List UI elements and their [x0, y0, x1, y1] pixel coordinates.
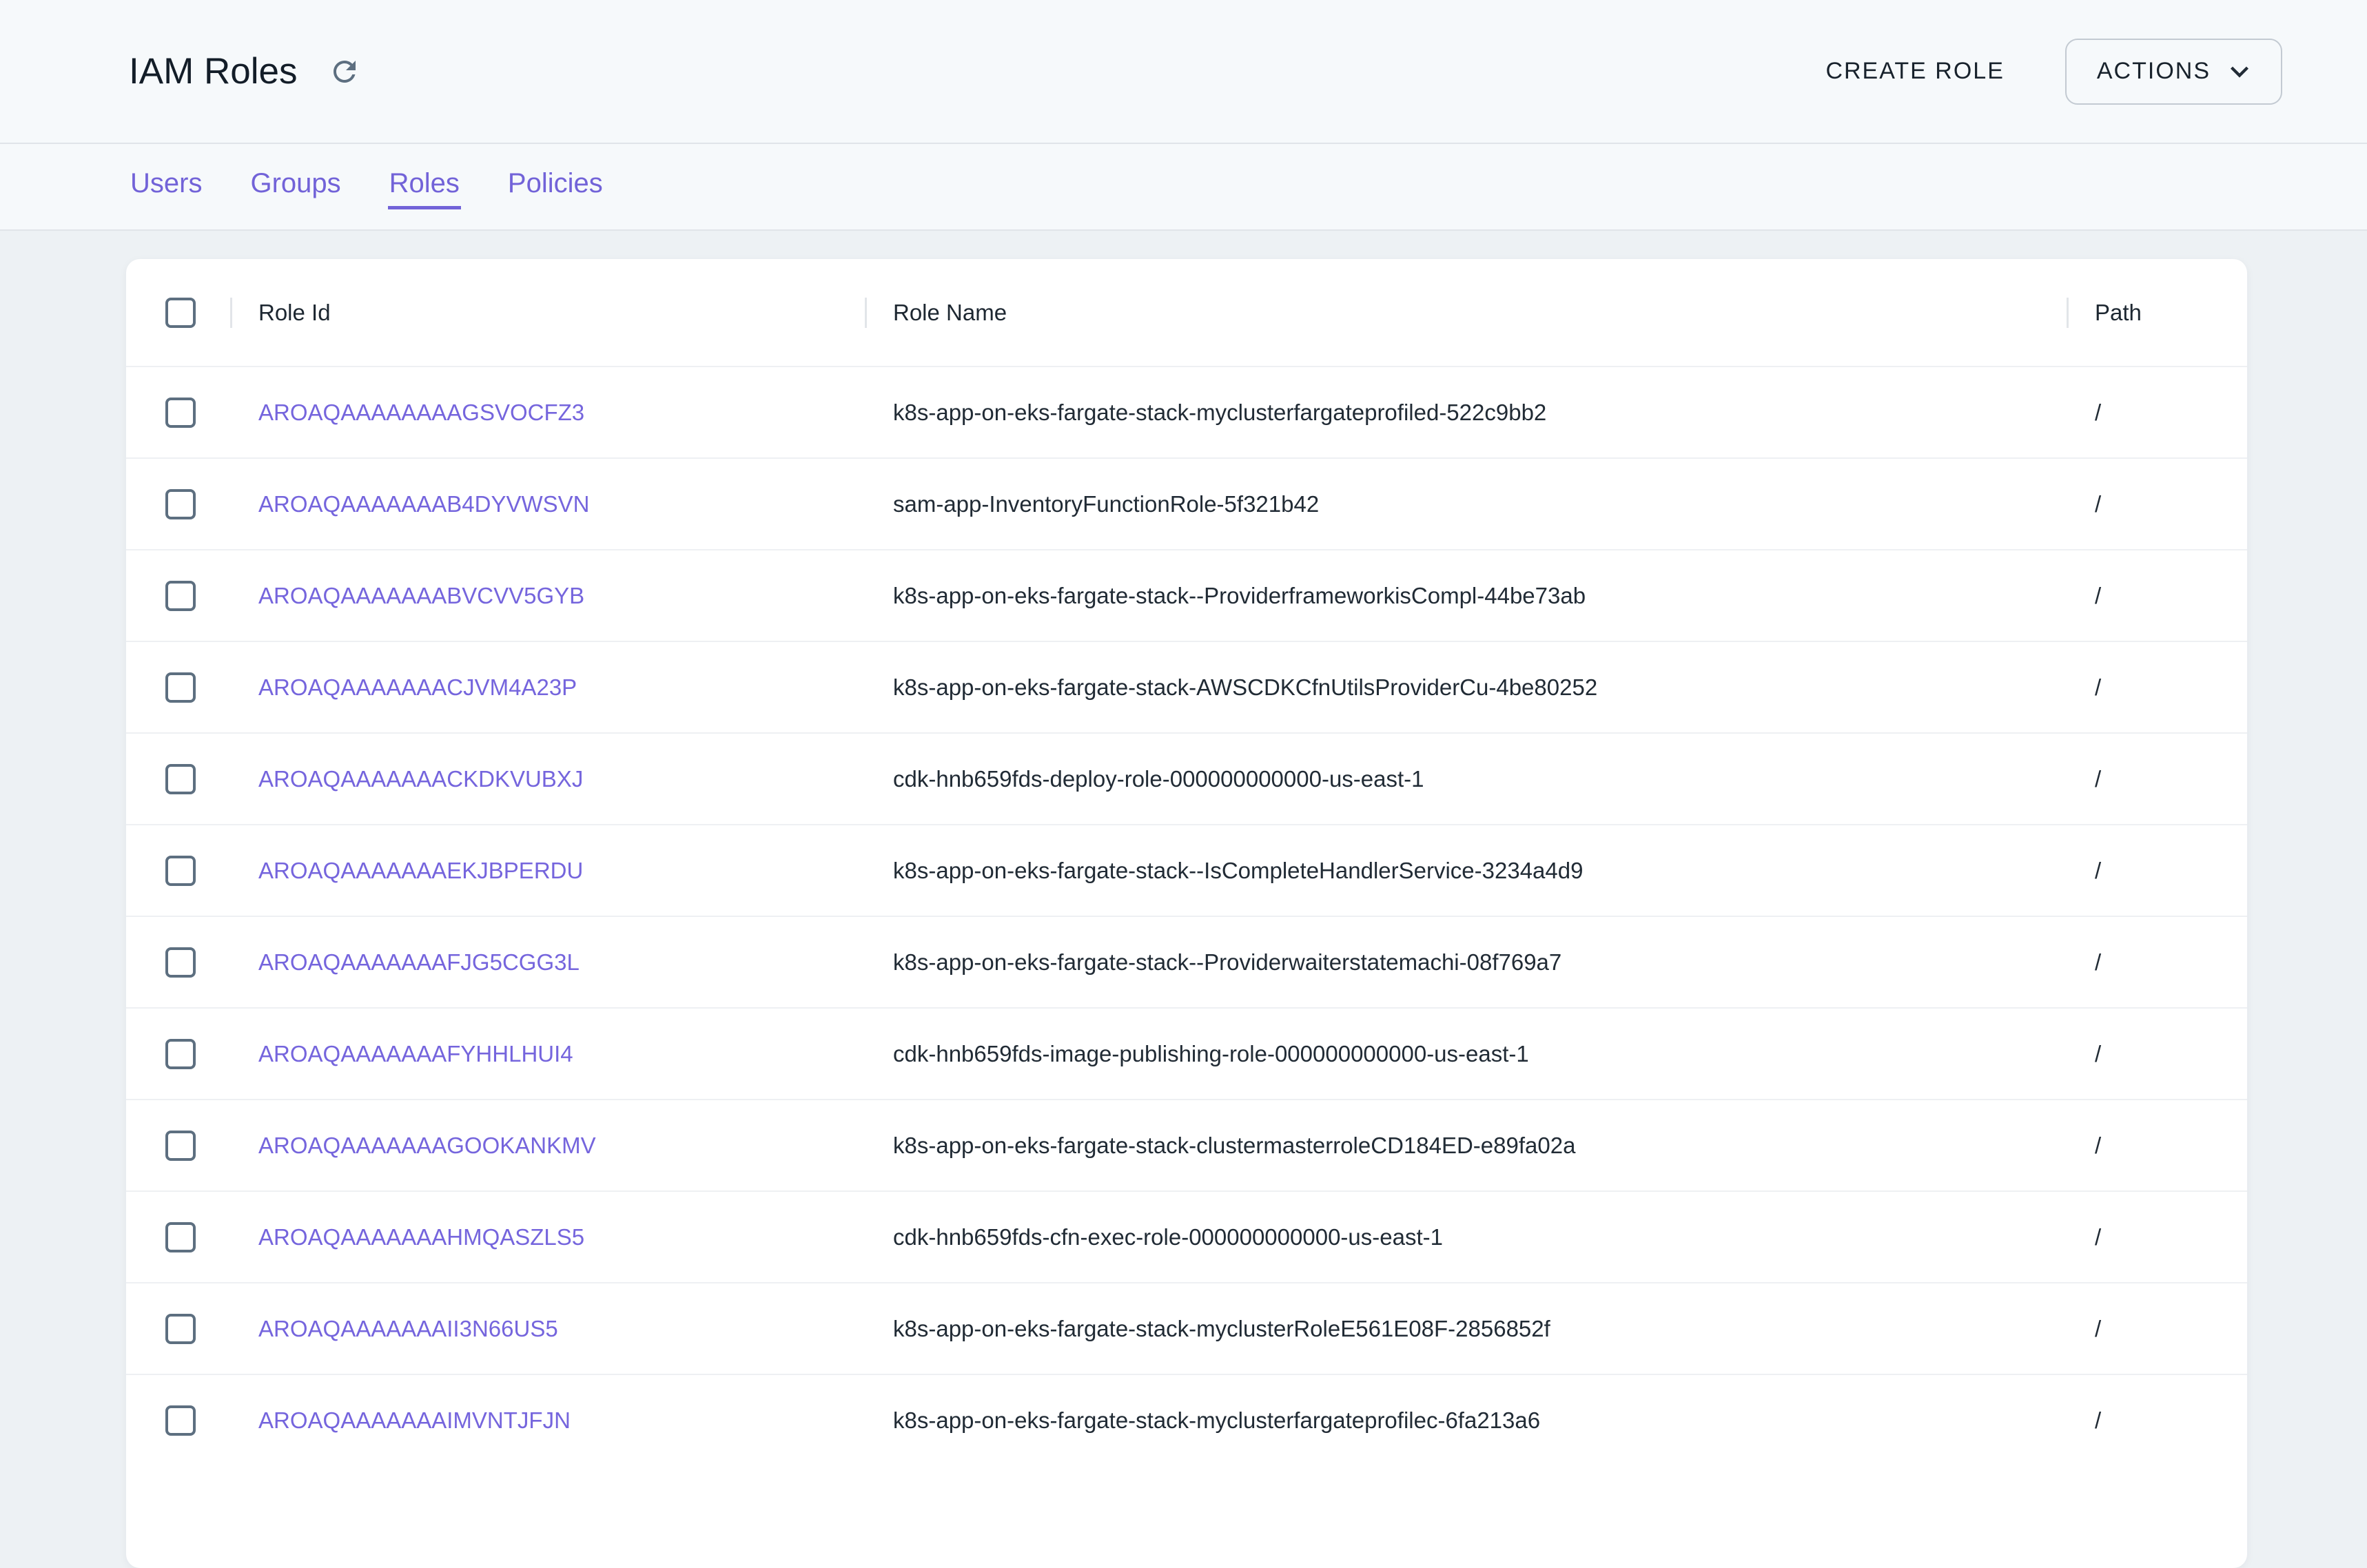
table-row: AROAQAAAAAAAII3N66US5 k8s-app-on-eks-far… — [126, 1282, 2247, 1374]
column-header-path: Path — [2095, 299, 2142, 325]
role-path-text: / — [2095, 674, 2102, 700]
role-name-text: cdk-hnb659fds-cfn-exec-role-000000000000… — [893, 1224, 1443, 1250]
role-path-text: / — [2095, 1040, 2102, 1066]
role-name-text: k8s-app-on-eks-fargate-stack-AWSCDKCfnUt… — [893, 674, 1598, 700]
role-path-text: / — [2095, 491, 2102, 517]
table-row: AROAQAAAAAAAHMQASZLS5 cdk-hnb659fds-cfn-… — [126, 1190, 2247, 1282]
row-checkbox[interactable] — [165, 1038, 196, 1069]
table-row: AROAQAAAAAAAAGSVOCFZ3 k8s-app-on-eks-far… — [126, 366, 2247, 457]
table-row: AROAQAAAAAAAGOOKANKMV k8s-app-on-eks-far… — [126, 1099, 2247, 1190]
role-name-text: k8s-app-on-eks-fargate-stack-myclusterfa… — [893, 1407, 1541, 1433]
role-name-text: sam-app-InventoryFunctionRole-5f321b42 — [893, 491, 1320, 517]
row-checkbox[interactable] — [165, 1130, 196, 1161]
column-header-role-id: Role Id — [258, 299, 331, 325]
table-row: AROAQAAAAAAACJVM4A23P k8s-app-on-eks-far… — [126, 641, 2247, 732]
row-checkbox[interactable] — [165, 763, 196, 794]
row-checkbox[interactable] — [165, 488, 196, 519]
table-row: AROAQAAAAAAABVCVV5GYB k8s-app-on-eks-far… — [126, 549, 2247, 641]
row-checkbox[interactable] — [165, 947, 196, 978]
role-id-link[interactable]: AROAQAAAAAAACKDKVUBXJ — [258, 765, 584, 792]
table-row: AROAQAAAAAAAEKJBPERDU k8s-app-on-eks-far… — [126, 824, 2247, 916]
role-path-text: / — [2095, 949, 2102, 975]
role-path-text: / — [2095, 857, 2102, 883]
role-id-link[interactable]: AROAQAAAAAAAAGSVOCFZ3 — [258, 399, 585, 425]
row-checkbox[interactable] — [165, 397, 196, 428]
row-checkbox[interactable] — [165, 1405, 196, 1436]
column-header-role-name: Role Name — [893, 299, 1007, 325]
role-name-text: k8s-app-on-eks-fargate-stack--Providerfr… — [893, 582, 1586, 608]
tab-policies[interactable]: Policies — [507, 168, 603, 198]
row-checkbox[interactable] — [165, 1313, 196, 1344]
role-id-link[interactable]: AROAQAAAAAAAGOOKANKMV — [258, 1132, 596, 1158]
table-row: AROAQAAAAAAAFYHHLHUI4 cdk-hnb659fds-imag… — [126, 1007, 2247, 1099]
role-name-text: k8s-app-on-eks-fargate-stack--Providerwa… — [893, 949, 1562, 975]
row-checkbox[interactable] — [165, 1221, 196, 1252]
actions-button[interactable]: ACTIONS — [2064, 38, 2282, 105]
role-name-text: k8s-app-on-eks-fargate-stack-myclusterfa… — [893, 399, 1547, 425]
role-name-text: k8s-app-on-eks-fargate-stack--IsComplete… — [893, 857, 1584, 883]
create-role-button[interactable]: CREATE ROLE — [1813, 44, 2016, 99]
table-row: AROAQAAAAAAAIMVNTJFJN k8s-app-on-eks-far… — [126, 1374, 2247, 1465]
role-id-link[interactable]: AROAQAAAAAAACJVM4A23P — [258, 674, 577, 700]
table-row: AROAQAAAAAAAB4DYVWSVN sam-app-InventoryF… — [126, 457, 2247, 549]
role-id-link[interactable]: AROAQAAAAAAAHMQASZLS5 — [258, 1224, 585, 1250]
role-path-text: / — [2095, 582, 2102, 608]
role-id-link[interactable]: AROAQAAAAAAAFJG5CGG3L — [258, 949, 580, 975]
table-body: AROAQAAAAAAAAGSVOCFZ3 k8s-app-on-eks-far… — [126, 366, 2247, 1465]
select-all-checkbox[interactable] — [165, 297, 196, 328]
role-name-text: cdk-hnb659fds-image-publishing-role-0000… — [893, 1040, 1529, 1066]
row-checkbox[interactable] — [165, 580, 196, 611]
tab-groups[interactable]: Groups — [250, 168, 341, 198]
chevron-down-icon — [2222, 54, 2257, 90]
role-name-text: cdk-hnb659fds-deploy-role-000000000000-u… — [893, 765, 1424, 792]
roles-table-card: Role Id Role Name Path AROAQAAAAAAAAGSVO… — [126, 259, 2247, 1568]
role-path-text: / — [2095, 1224, 2102, 1250]
main-content: Role Id Role Name Path AROAQAAAAAAAAGSVO… — [0, 231, 2367, 1568]
page-header: IAM Roles CREATE ROLE ACTIONS — [0, 0, 2367, 144]
role-path-text: / — [2095, 399, 2102, 425]
role-path-text: / — [2095, 1132, 2102, 1158]
role-id-link[interactable]: AROAQAAAAAAAFYHHLHUI4 — [258, 1040, 573, 1066]
role-id-link[interactable]: AROAQAAAAAAAB4DYVWSVN — [258, 491, 590, 517]
tab-users[interactable]: Users — [130, 168, 203, 198]
tab-roles[interactable]: Roles — [387, 164, 461, 209]
refresh-icon — [328, 55, 361, 88]
row-checkbox[interactable] — [165, 672, 196, 703]
row-checkbox[interactable] — [165, 855, 196, 886]
table-row: AROAQAAAAAAACKDKVUBXJ cdk-hnb659fds-depl… — [126, 732, 2247, 824]
role-path-text: / — [2095, 1407, 2102, 1433]
refresh-button[interactable] — [320, 48, 369, 96]
actions-button-label: ACTIONS — [2096, 58, 2211, 84]
role-name-text: k8s-app-on-eks-fargate-stack-clustermast… — [893, 1132, 1576, 1158]
role-path-text: / — [2095, 1315, 2102, 1341]
role-id-link[interactable]: AROAQAAAAAAAEKJBPERDU — [258, 857, 584, 883]
table-row: AROAQAAAAAAAFJG5CGG3L k8s-app-on-eks-far… — [126, 916, 2247, 1007]
table-header-row: Role Id Role Name Path — [126, 259, 2247, 366]
page-title: IAM Roles — [129, 51, 298, 92]
role-id-link[interactable]: AROAQAAAAAAAII3N66US5 — [258, 1315, 558, 1341]
role-id-link[interactable]: AROAQAAAAAAAIMVNTJFJN — [258, 1407, 571, 1433]
iam-section-tabs: Users Groups Roles Policies — [0, 144, 2367, 231]
role-path-text: / — [2095, 765, 2102, 792]
role-id-link[interactable]: AROAQAAAAAAABVCVV5GYB — [258, 582, 585, 608]
role-name-text: k8s-app-on-eks-fargate-stack-myclusterRo… — [893, 1315, 1550, 1341]
